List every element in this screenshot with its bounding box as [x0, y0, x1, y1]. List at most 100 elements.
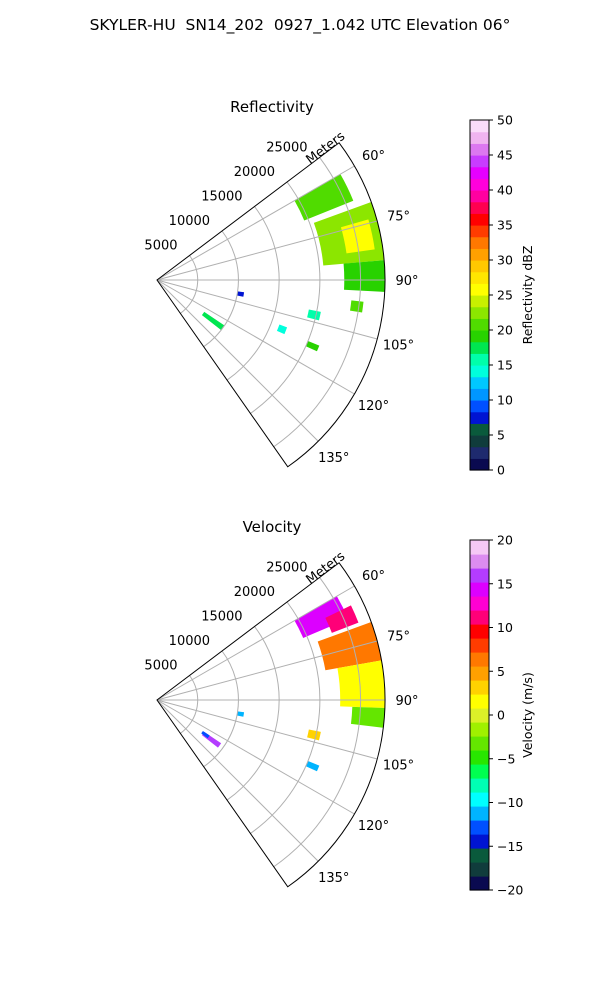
- echo-cell: [236, 711, 245, 717]
- range-tick-label: 10000: [169, 634, 210, 649]
- colorbar-swatch: [470, 652, 489, 667]
- colorbar-swatch: [470, 446, 489, 459]
- azimuth-tick-label: 120°: [358, 399, 389, 414]
- echo-cell: [294, 174, 354, 221]
- echo-cell: [343, 260, 385, 292]
- colorbar-tick-label: −15: [497, 839, 523, 854]
- colorbar-swatch: [470, 862, 489, 877]
- colorbar-tick-label: 45: [497, 148, 513, 163]
- colorbar-swatch: [470, 400, 489, 413]
- echo-cell: [340, 219, 375, 254]
- colorbar-tick-label: 20: [497, 533, 513, 548]
- colorbar-swatch: [470, 201, 489, 214]
- colorbar-swatch: [470, 582, 489, 597]
- echo-cell: [337, 660, 385, 708]
- colorbar-swatch: [470, 568, 489, 583]
- echo-cell: [307, 729, 321, 741]
- colorbar-swatch: [470, 708, 489, 723]
- colorbar-swatch: [470, 388, 489, 401]
- azimuth-tick-label: 75°: [387, 629, 410, 644]
- colorbar-tick-label: 40: [497, 183, 513, 198]
- colorbar-swatch: [470, 306, 489, 319]
- azimuth-gridline: [156, 699, 319, 862]
- colorbar-swatch: [470, 694, 489, 709]
- colorbar-swatch: [470, 365, 489, 378]
- azimuth-tick-label: 135°: [318, 451, 349, 466]
- colorbar-swatch: [470, 236, 489, 249]
- azimuth-tick-label: 60°: [362, 569, 385, 584]
- colorbar-swatch: [470, 848, 489, 863]
- colorbar-swatch: [470, 750, 489, 765]
- colorbar-swatch: [470, 540, 489, 555]
- echo-cell: [350, 706, 385, 728]
- colorbar-tick-label: 10: [497, 393, 513, 408]
- range-tick-label: 5000: [144, 658, 177, 673]
- colorbar-swatch: [470, 330, 489, 343]
- echo-cell: [317, 622, 382, 671]
- colorbar-swatch: [470, 792, 489, 807]
- echo-cell: [325, 605, 359, 633]
- colorbar-tick-label: 20: [497, 323, 513, 338]
- colorbar-tick-label: 30: [497, 253, 513, 268]
- panel-title: Reflectivity: [230, 98, 314, 116]
- colorbar-swatch: [470, 225, 489, 238]
- range-tick-label: 15000: [201, 609, 242, 624]
- colorbar-swatch: [470, 638, 489, 653]
- colorbar-swatch: [470, 820, 489, 835]
- colorbar-swatch: [470, 213, 489, 226]
- range-ring: [203, 230, 239, 348]
- range-ring: [203, 650, 239, 768]
- echo-cell: [307, 309, 321, 321]
- colorbar-swatch: [470, 283, 489, 296]
- azimuth-gridline: [156, 585, 355, 701]
- colorbar-label: Velocity (m/s): [520, 672, 535, 758]
- colorbar-tick-label: −20: [497, 883, 523, 898]
- azimuth-tick-label: 105°: [383, 339, 414, 354]
- colorbar-tick-label: 10: [497, 620, 513, 635]
- colorbar-swatch: [470, 271, 489, 284]
- colorbar-tick-label: 5: [497, 664, 505, 679]
- range-tick-label: 25000: [266, 560, 307, 575]
- range-ring: [180, 675, 199, 734]
- azimuth-gridline: [156, 220, 378, 281]
- echo-cell: [236, 291, 245, 297]
- echo-cell: [294, 596, 349, 638]
- azimuth-gridline: [156, 279, 355, 395]
- azimuth-gridline: [156, 699, 378, 760]
- figure-title: SKYLER-HU SN14_202 0927_1.042 UTC Elevat…: [89, 16, 511, 34]
- colorbar-swatch: [470, 680, 489, 695]
- echo-cell: [305, 761, 320, 772]
- colorbar-swatch: [470, 834, 489, 849]
- azimuth-gridline: [156, 165, 355, 281]
- colorbar-swatch: [470, 554, 489, 569]
- colorbar-swatch: [470, 596, 489, 611]
- colorbar-tick-label: 0: [497, 708, 505, 723]
- range-tick-label: 25000: [266, 140, 307, 155]
- colorbar-swatch: [470, 178, 489, 191]
- colorbar-swatch: [470, 131, 489, 144]
- range-axis-label: Meters: [304, 129, 349, 168]
- colorbar-tick-label: 35: [497, 218, 513, 233]
- colorbar-swatch: [470, 353, 489, 366]
- echo-cell: [350, 300, 364, 313]
- colorbar-swatch: [470, 248, 489, 261]
- echo-cell: [201, 730, 210, 739]
- colorbar-swatch: [470, 120, 489, 133]
- colorbar-swatch: [470, 458, 489, 471]
- colorbar-swatch: [470, 376, 489, 389]
- sector-outline: [156, 562, 386, 888]
- colorbar-swatch: [470, 876, 489, 891]
- range-tick-label: 5000: [144, 238, 177, 253]
- range-tick-label: 15000: [201, 189, 242, 204]
- azimuth-tick-label: 90°: [395, 694, 418, 709]
- echo-cell: [305, 341, 320, 352]
- range-ring: [250, 181, 321, 414]
- colorbar-swatch: [470, 764, 489, 779]
- colorbar-swatch: [470, 318, 489, 331]
- azimuth-gridline: [156, 640, 378, 701]
- colorbar-tick-label: 15: [497, 358, 513, 373]
- azimuth-gridline: [156, 699, 355, 815]
- echo-cell: [276, 324, 288, 335]
- colorbar-label: Reflectivity dBZ: [520, 246, 535, 345]
